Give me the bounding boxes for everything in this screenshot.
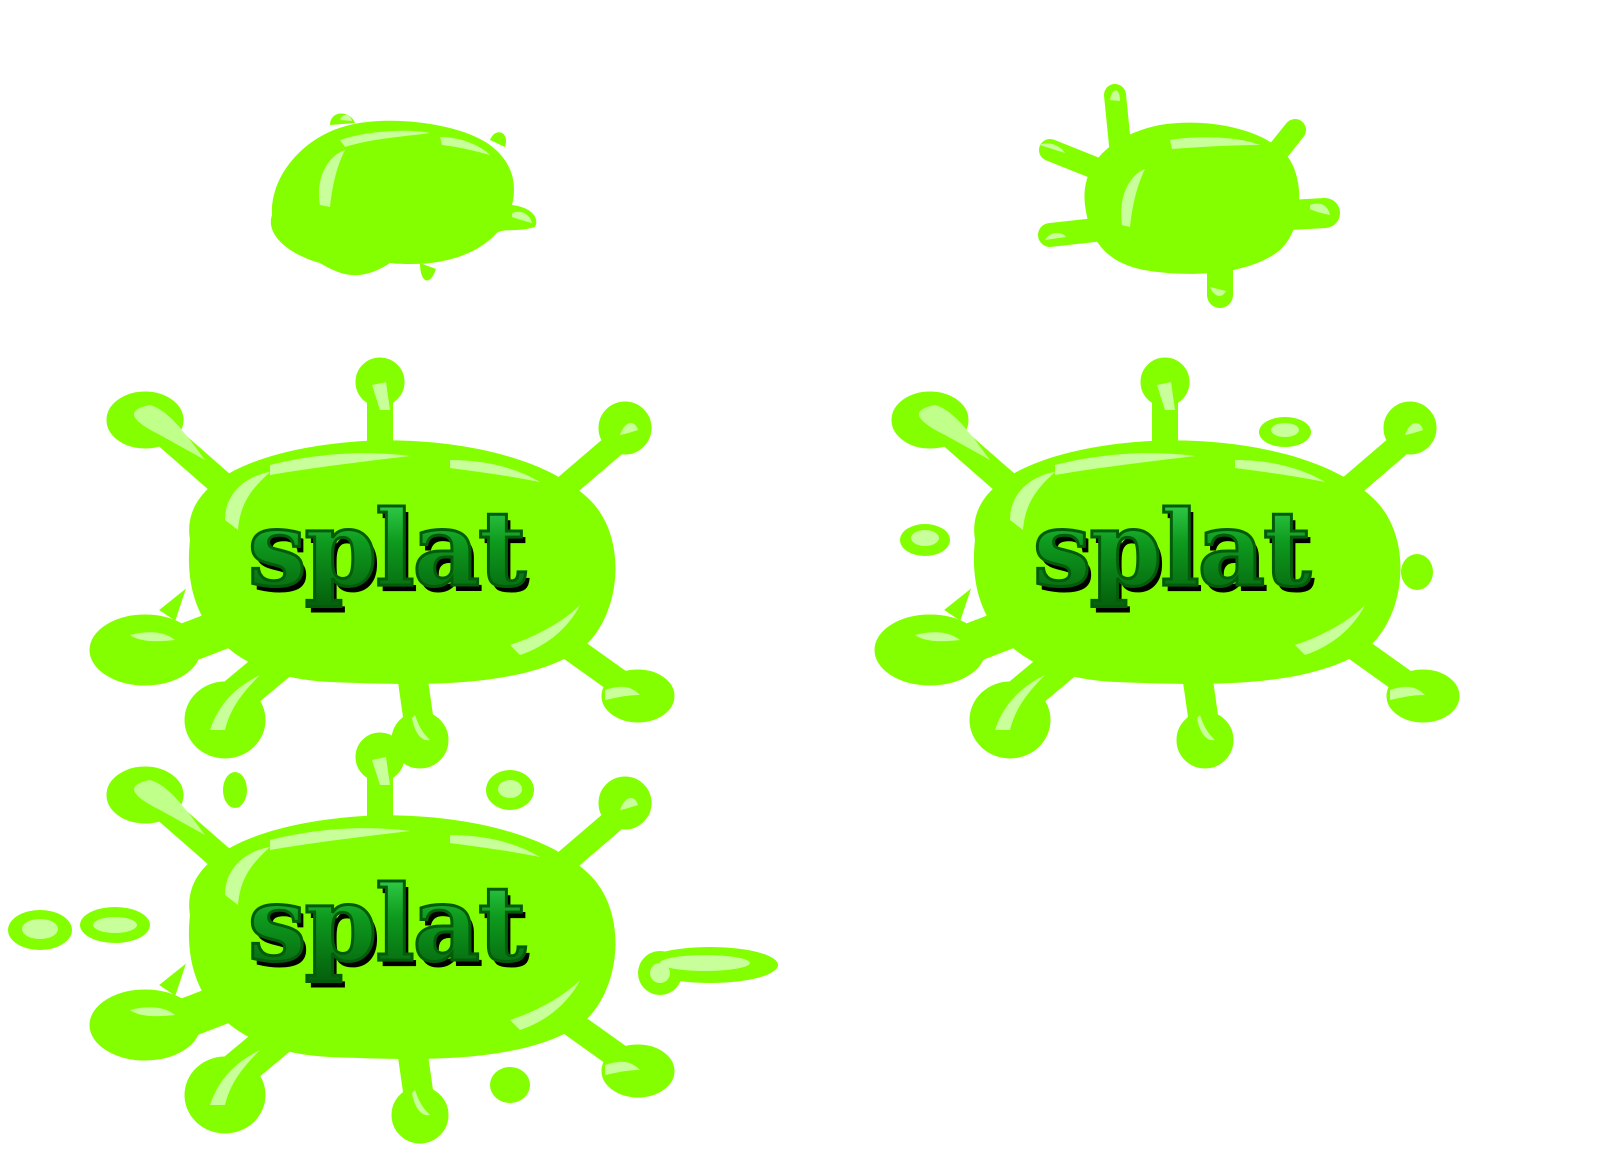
svg-text:splat: splat	[252, 493, 530, 616]
svg-text:splat: splat	[248, 862, 526, 985]
svg-text:splat: splat	[252, 868, 530, 991]
sprite-blob-spiky	[1038, 84, 1340, 308]
splat-label-b: splat splat	[1031, 486, 1317, 617]
splat-label-a: splat splat	[246, 486, 532, 617]
sprite-splat-b	[875, 358, 1459, 768]
splat-label-c: splat splat	[246, 861, 532, 992]
svg-text:splat: splat	[248, 487, 526, 610]
svg-text:splat: splat	[1037, 493, 1315, 616]
sprite-blob-plain	[270, 113, 537, 281]
svg-text:splat: splat	[1033, 487, 1311, 610]
sprite-splat-c	[8, 733, 778, 1143]
